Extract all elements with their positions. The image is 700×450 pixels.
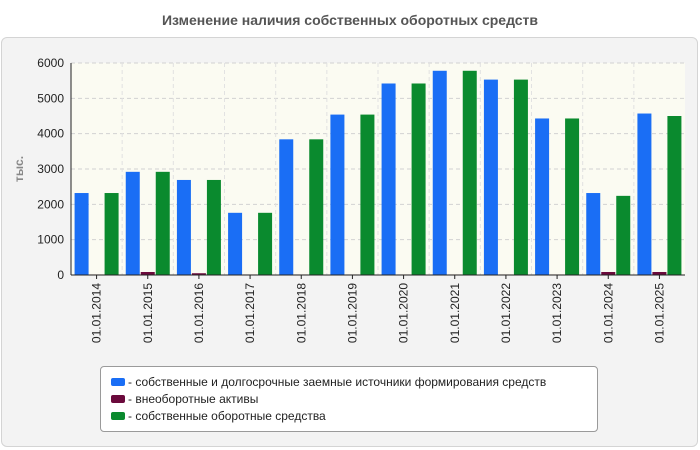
bar-series-2-11: [667, 116, 682, 275]
bar-series-0-2: [176, 179, 191, 275]
bar-series-0-7: [432, 70, 447, 275]
bar-series-2-1: [155, 171, 170, 275]
legend-label-noncurrent-assets: - внеоборотные активы: [128, 391, 259, 406]
bar-series-0-4: [279, 139, 294, 275]
bar-series-0-0: [74, 193, 89, 275]
bar-series-0-5: [330, 114, 345, 275]
x-tick-label: 01.01.2014: [90, 283, 104, 343]
legend-swatch-working-capital: [111, 411, 125, 420]
legend-item-working-capital: - собственные оборотные средства: [111, 407, 597, 424]
bar-series-1-10: [601, 271, 616, 275]
chart-title: Изменение наличия собственных оборотных …: [161, 12, 539, 28]
chart-legend: - собственные и долгосрочные заемные ист…: [100, 366, 598, 432]
legend-item-noncurrent-assets: - внеоборотные активы: [111, 390, 597, 407]
y-tick-label: 2000: [37, 197, 64, 211]
x-tick-label: 01.01.2018: [294, 283, 308, 343]
bar-series-2-0: [104, 193, 119, 275]
bar-series-0-6: [381, 83, 396, 275]
x-tick-label: 01.01.2015: [141, 283, 155, 343]
bar-series-2-4: [309, 139, 324, 275]
bar-series-1-11: [652, 271, 667, 275]
x-tick-label: 01.01.2023: [550, 283, 564, 343]
bar-series-0-10: [586, 193, 601, 275]
bar-series-2-3: [258, 212, 273, 275]
bar-series-2-9: [565, 118, 580, 276]
y-tick-label: 5000: [37, 91, 64, 105]
y-tick-label: 3000: [37, 162, 64, 176]
y-axis-label: тыс.: [12, 156, 26, 182]
bar-series-0-8: [483, 79, 498, 276]
legend-label-sources: - собственные и долгосрочные заемные ист…: [128, 374, 547, 389]
bar-series-0-11: [637, 113, 652, 275]
legend-swatch-noncurrent-assets: [111, 394, 125, 403]
y-tick-label: 6000: [37, 56, 64, 70]
x-tick-label: 01.01.2021: [448, 283, 462, 343]
legend-item-sources: - собственные и долгосрочные заемные ист…: [111, 373, 597, 390]
bar-series-0-3: [228, 212, 243, 275]
x-tick-label: 01.01.2017: [243, 283, 257, 343]
bar-series-2-2: [206, 179, 221, 275]
bar-series-2-7: [462, 70, 477, 275]
y-tick-label: 0: [57, 268, 64, 282]
x-tick-label: 01.01.2024: [601, 283, 615, 343]
legend-swatch-sources: [111, 377, 125, 386]
x-tick-label: 01.01.2016: [192, 283, 206, 343]
y-tick-label: 1000: [37, 233, 64, 247]
bar-series-2-10: [616, 195, 631, 275]
bar-series-0-9: [535, 118, 550, 276]
x-tick-label: 01.01.2020: [397, 283, 411, 343]
x-tick-label: 01.01.2025: [652, 283, 666, 343]
bar-series-2-6: [411, 83, 426, 275]
bar-series-1-2: [191, 273, 206, 275]
bar-series-2-8: [513, 79, 528, 276]
bar-series-0-1: [125, 171, 140, 275]
bar-series-2-5: [360, 114, 375, 275]
y-tick-label: 4000: [37, 127, 64, 141]
x-tick-label: 01.01.2022: [499, 283, 513, 343]
legend-label-working-capital: - собственные оборотные средства: [128, 408, 326, 423]
bar-series-1-1: [140, 271, 155, 275]
x-tick-label: 01.01.2019: [345, 283, 359, 343]
